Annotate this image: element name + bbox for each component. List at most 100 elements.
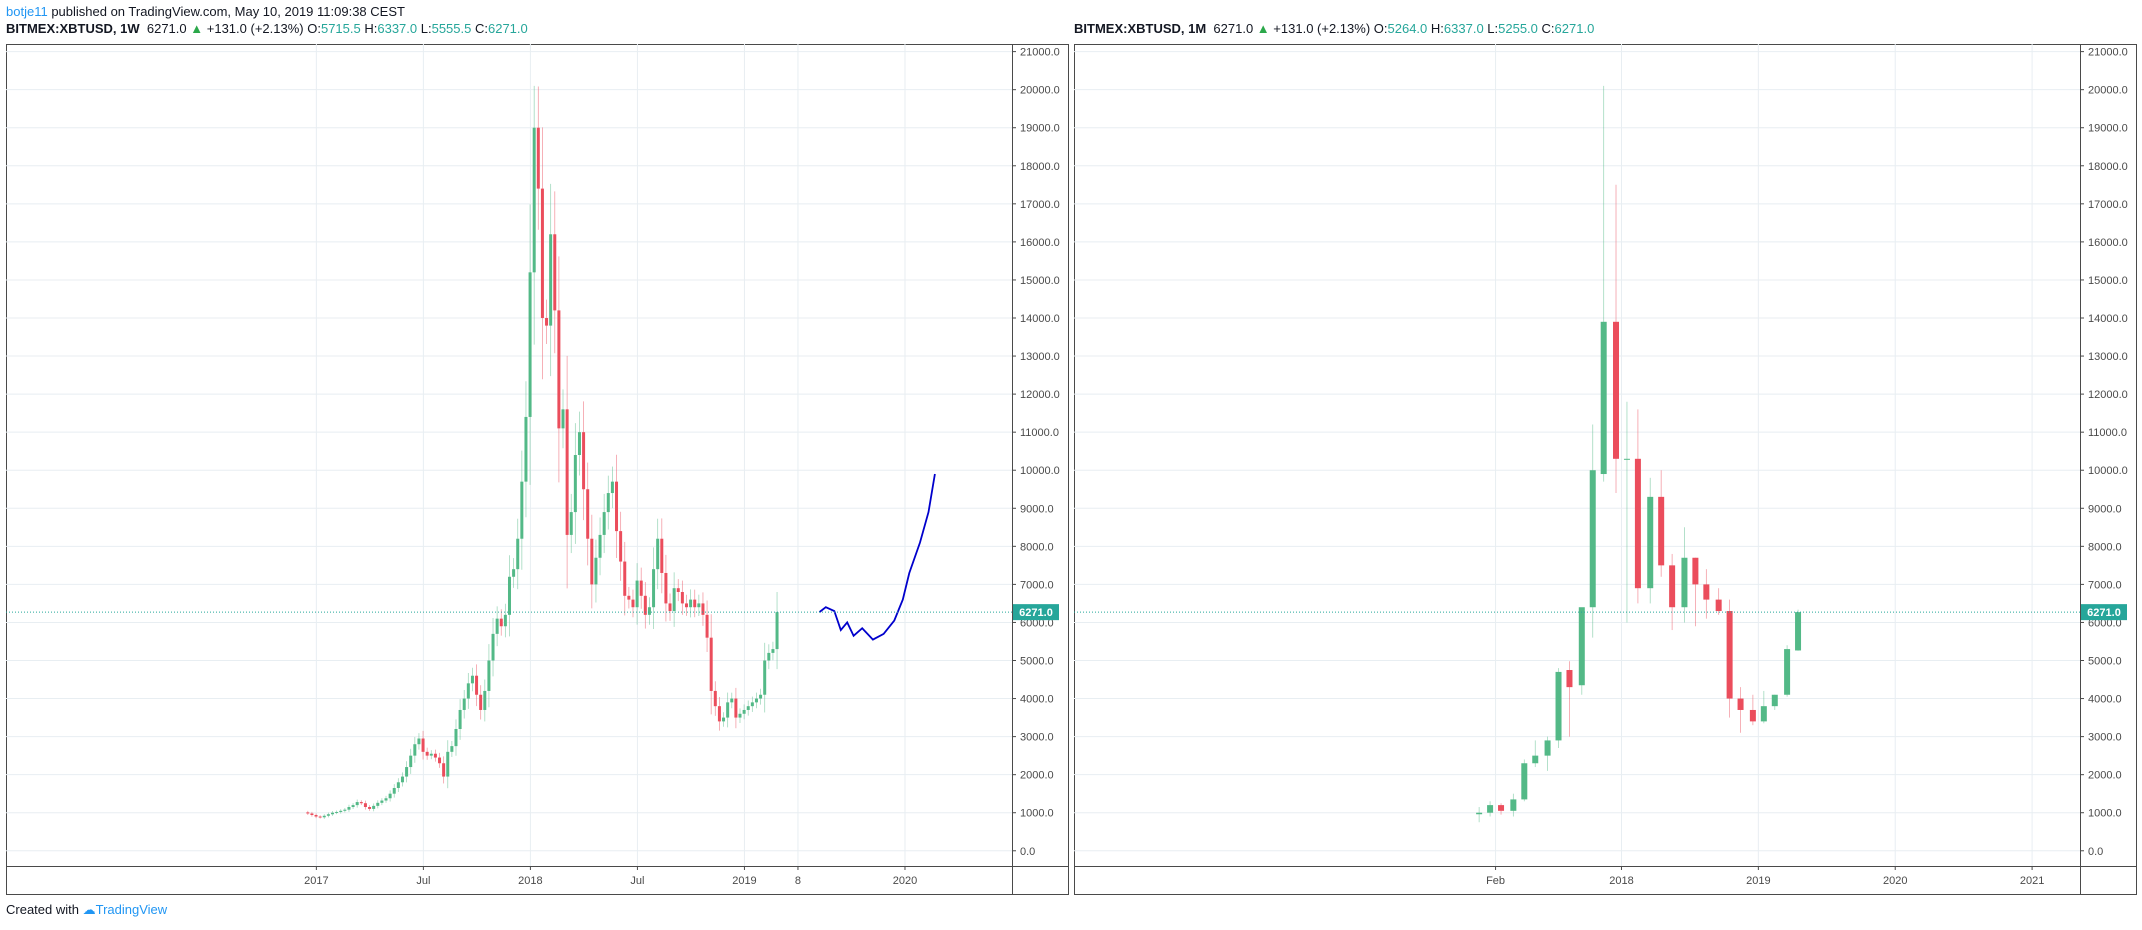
left-symbol[interactable]: BITMEX:XBTUSD, 1W: [6, 21, 140, 36]
right-close: 6271.0: [1554, 21, 1595, 36]
y-tick-label: 15000.0: [1020, 275, 1060, 287]
candle-body: [676, 588, 680, 592]
candle-body: [318, 816, 322, 818]
candle-body: [631, 599, 635, 608]
candle-body: [709, 637, 713, 691]
candle-body: [1487, 805, 1494, 813]
y-tick-label: 2000.0: [1020, 770, 1054, 782]
candle-body: [376, 802, 380, 806]
y-tick-label: 0.0: [2088, 846, 2103, 858]
tradingview-link[interactable]: TradingView: [95, 902, 168, 917]
last-price-badge: [2081, 604, 2127, 621]
candle-body: [730, 698, 734, 703]
candle-body: [425, 751, 429, 756]
candle-body: [697, 603, 701, 608]
left-pane-info: BITMEX:XBTUSD, 1W 6271.0 ▲ +131.0 (+2.13…: [6, 21, 528, 36]
y-tick-label: 4000.0: [2088, 694, 2122, 706]
candle-body: [553, 234, 557, 311]
y-tick-label: 3000.0: [1020, 732, 1054, 744]
left-low: 5555.5: [431, 21, 472, 36]
candle-body: [1715, 599, 1722, 612]
right-high: 6337.0: [1443, 21, 1484, 36]
candle-body: [1566, 670, 1573, 688]
last-price-label: 6271.0: [1019, 607, 1053, 619]
y-tick-label: 17000.0: [1020, 199, 1060, 211]
candle-body: [421, 738, 425, 752]
candle-body: [705, 614, 709, 638]
candle-body: [660, 538, 664, 573]
right-up-triangle-icon: ▲: [1256, 21, 1270, 36]
candle-body: [466, 683, 470, 699]
candle-body: [1692, 557, 1699, 585]
candle-body: [1681, 557, 1688, 608]
y-tick-label: 1000.0: [2088, 808, 2122, 820]
y-tick-label: 1000.0: [1020, 808, 1054, 820]
candle-body: [470, 675, 474, 684]
y-tick-label: 4000.0: [1020, 694, 1054, 706]
last-price-badge: [1013, 604, 1059, 621]
right-symbol[interactable]: BITMEX:XBTUSD, 1M: [1074, 21, 1207, 36]
candle-body: [1658, 496, 1665, 566]
candle-body: [1613, 321, 1620, 459]
y-tick-label: 16000.0: [2088, 237, 2128, 249]
candle-body: [1555, 671, 1562, 741]
candle-body: [647, 607, 651, 615]
x-tick-label: 2018: [518, 875, 542, 887]
candle-body: [1669, 565, 1676, 608]
y-tick-label: 13000.0: [1020, 351, 1060, 363]
last-price-label: 6271.0: [2087, 607, 2121, 619]
y-tick-label: 2000.0: [2088, 770, 2122, 782]
candle-body: [458, 709, 462, 729]
candle-body: [565, 409, 569, 535]
candle-body: [388, 793, 392, 799]
candle-body: [524, 416, 528, 482]
candle-body: [512, 569, 516, 577]
y-tick-label: 10000.0: [1020, 465, 1060, 477]
y-tick-label: 9000.0: [2088, 503, 2122, 515]
candle-body: [322, 815, 326, 818]
candle-body: [684, 603, 688, 608]
candle-body: [561, 409, 565, 429]
pane-frame: [6, 44, 1069, 895]
candle-body: [627, 595, 631, 600]
x-tick-label: 2017: [304, 875, 328, 887]
candle-body: [487, 660, 491, 691]
candle-body: [396, 782, 400, 788]
y-tick-label: 3000.0: [2088, 732, 2122, 744]
candle-body: [1737, 698, 1744, 710]
candle-body: [569, 512, 573, 535]
candle-body: [491, 633, 495, 661]
candle-body: [442, 763, 446, 777]
left-o-label: O:: [307, 21, 321, 36]
author-link[interactable]: botje11: [6, 4, 48, 19]
candle-body: [540, 188, 544, 318]
y-tick-label: 20000.0: [1020, 85, 1060, 97]
candle-body: [405, 767, 409, 777]
candle-body: [693, 599, 697, 608]
candle-body: [454, 729, 458, 747]
candle-body: [713, 690, 717, 707]
candle-body: [754, 698, 758, 703]
candle-body: [363, 803, 367, 808]
candle-body: [734, 698, 738, 718]
right-pane-info: BITMEX:XBTUSD, 1M 6271.0 ▲ +131.0 (+2.13…: [1074, 21, 1594, 36]
candle-body: [326, 814, 330, 816]
candle-body: [351, 805, 355, 808]
candle-body: [672, 588, 676, 612]
left-c-label: C:: [474, 21, 488, 36]
pane-frame: [1074, 44, 2137, 895]
publish-header: botje11 published on TradingView.com, Ma…: [6, 4, 405, 19]
candle-body: [1578, 607, 1585, 686]
candle-body: [586, 489, 590, 539]
chart-pane-weekly: 0.0 1000.0 2000.0 3000.0 4000.0 5000.0 6000.0 7…: [6, 44, 1069, 895]
candle-body: [771, 649, 775, 653]
candle-body: [409, 755, 413, 768]
candle-body: [503, 614, 507, 627]
candle-body: [355, 802, 359, 806]
candle-body: [450, 746, 454, 752]
x-tick-label: 2019: [732, 875, 756, 887]
candle-body: [1498, 805, 1505, 811]
candle-body: [1634, 458, 1641, 589]
right-change: +131.0 (+2.13%): [1273, 21, 1371, 36]
